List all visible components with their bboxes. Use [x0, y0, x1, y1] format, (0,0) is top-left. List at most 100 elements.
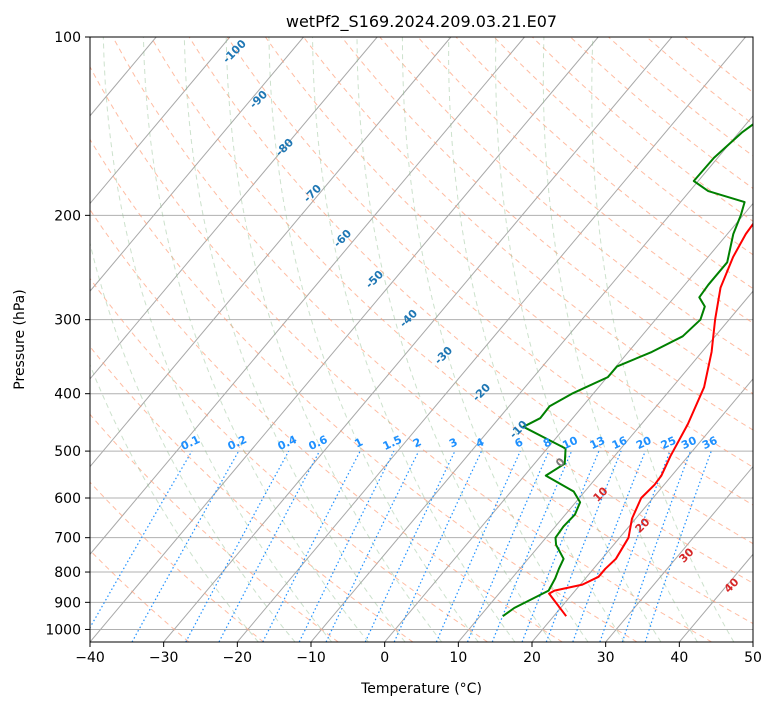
isotherm — [531, 378, 753, 642]
dry-adiabat — [188, 37, 753, 545]
isotherm — [90, 37, 525, 556]
mixing-ratio-line — [298, 450, 395, 642]
moist-adiabat — [448, 37, 625, 642]
isotherm — [310, 115, 753, 642]
y-tick-label: 300 — [54, 313, 81, 329]
isotherm — [0, 37, 9, 642]
dry-adiabat-label: -50 — [363, 268, 386, 291]
dry-adiabat — [646, 37, 753, 125]
moist-adiabat — [591, 37, 735, 642]
x-tick-label: −40 — [75, 650, 105, 666]
moist-adiabat — [225, 37, 443, 642]
mixing-ratio-line — [644, 450, 712, 642]
dry-adiabat — [90, 65, 712, 642]
x-tick-label: −30 — [149, 650, 179, 666]
dry-adiabat — [531, 37, 753, 222]
dry-adiabat — [455, 37, 753, 290]
profile-lines — [502, 123, 753, 618]
mixing-ratio-line — [218, 450, 321, 642]
mixing-ratio-line — [90, 450, 193, 629]
dry-adiabat-label: -10 — [507, 418, 530, 441]
moist-adiabat — [312, 37, 516, 642]
chart-title: wetPf2_S169.2024.209.03.21.E07 — [286, 12, 557, 32]
dry-adiabat — [90, 277, 488, 642]
mixing-ratio-label: 25 — [659, 434, 678, 452]
mixing-ratio-label: 1.5 — [381, 433, 404, 453]
dry-adiabat-label: -90 — [247, 88, 270, 111]
isotherm — [605, 465, 753, 642]
mixing-ratio-label: 13 — [588, 434, 607, 452]
mixing-ratio-line — [599, 450, 671, 642]
y-tick-label: 200 — [54, 208, 81, 224]
mixing-ratio-line — [545, 450, 622, 642]
isotherm — [236, 37, 746, 642]
mixing-ratio-label: 20 — [634, 434, 654, 452]
mixing-ratio-label: 0.4 — [276, 433, 299, 453]
mixing-ratio-label: 1 — [352, 435, 364, 450]
moist-adiabat — [542, 37, 698, 642]
moist-adiabat — [183, 37, 406, 642]
x-tick-label: −10 — [296, 650, 326, 666]
mixing-ratio-line — [393, 450, 483, 642]
x-tick-label: −20 — [223, 650, 253, 666]
y-tick-label: 800 — [54, 565, 81, 581]
dry-adiabat — [90, 208, 563, 642]
plot-frame — [89, 36, 754, 643]
dry-adiabat — [90, 481, 264, 642]
x-tick-label: 0 — [380, 650, 389, 666]
moist-adiabat — [90, 241, 296, 642]
isotherm — [384, 202, 753, 642]
isotherm — [752, 641, 753, 642]
dry-adiabat — [90, 549, 190, 642]
y-tick-label: 700 — [54, 531, 81, 547]
isotherm — [90, 37, 452, 468]
dry-adiabat-label: -100 — [220, 37, 249, 66]
axes: −40 −30 −20 −10 0 10 20 30 40 50 100 200 300 400 500 60… — [45, 30, 762, 666]
dry-adiabat — [226, 37, 753, 506]
dry-adiabat-label: -40 — [397, 307, 420, 330]
dry-adiabat — [493, 37, 753, 256]
dry-adiabat — [112, 37, 753, 625]
moist-adiabat — [142, 37, 369, 642]
mixing-ratio-line — [185, 450, 290, 642]
moist-adiabat — [90, 363, 259, 642]
mixing-ratio-line — [521, 450, 600, 642]
dry-adiabat — [379, 37, 753, 359]
isotherm — [678, 553, 753, 642]
x-axis-label: Temperature (°C) — [360, 681, 482, 697]
mixing-ratio-label: 0.6 — [306, 433, 329, 453]
mixing-ratio-line — [621, 450, 692, 642]
isotherm — [457, 290, 753, 642]
moist-adiabat — [495, 37, 662, 642]
y-tick-label: 900 — [54, 595, 81, 611]
mixing-ratio-label: 30 — [679, 434, 699, 452]
line-labels: 0.1 0.2 0.4 0.6 1 1.5 2 3 4 6 8 10 13 16 20 25 30 36-100-… — [179, 37, 742, 596]
y-tick-label: 100 — [54, 30, 81, 46]
dry-adiabat-label: -60 — [331, 227, 354, 250]
dry-adiabat — [570, 37, 753, 190]
mixing-ratio-label: 16 — [610, 434, 630, 452]
isotherm — [90, 37, 231, 205]
moist-adiabat — [401, 37, 589, 642]
dry-adiabat — [150, 37, 753, 584]
dry-adiabat-label: -30 — [432, 344, 455, 367]
dry-adiabat — [341, 37, 753, 395]
moist-adiabat-label: 10 — [591, 484, 611, 504]
dry-adiabat — [684, 37, 753, 94]
isotherm — [90, 37, 599, 642]
dry-adiabat-label: -70 — [301, 182, 324, 205]
mixing-ratio-line — [572, 450, 646, 642]
mixing-ratio-line — [131, 450, 240, 642]
mixing-ratio-line — [435, 450, 521, 642]
isotherm — [90, 37, 304, 292]
dry-adiabat — [264, 37, 753, 468]
x-tick-label: 40 — [670, 650, 688, 666]
mixing-ratio-label: 2 — [411, 435, 423, 450]
dry-adiabat-label: -20 — [470, 381, 493, 404]
y-axis-label: Pressure (hPa) — [12, 289, 28, 389]
mixing-ratio-label: 4 — [474, 435, 487, 450]
temperature-profile — [548, 222, 753, 617]
mixing-ratio-label: 0.2 — [226, 433, 249, 453]
dry-adiabat — [417, 37, 753, 324]
